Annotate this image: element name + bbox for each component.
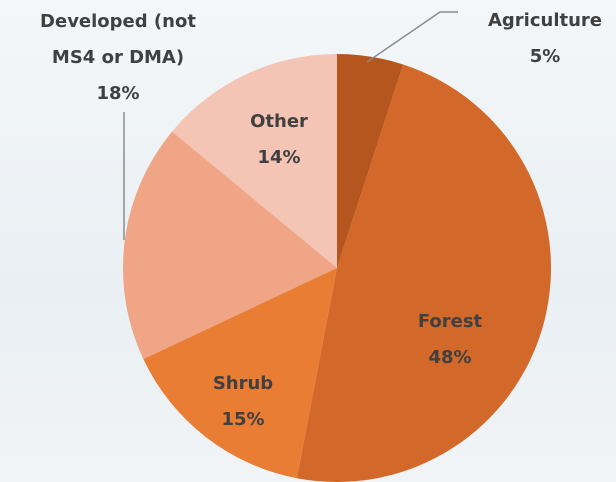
category-label: Shrub (212, 373, 274, 394)
slice-label: Other 14% (250, 104, 308, 176)
pie-slice (172, 53, 337, 268)
value-label: 18% (96, 83, 140, 104)
category-label: Forest (417, 311, 483, 332)
category-label: Developed (not MS4 or DMA) (40, 11, 196, 68)
slice-label: Forest 48% (418, 304, 482, 376)
slice-label: Developed (not MS4 or DMA) 18% (23, 4, 213, 112)
pie-slice (296, 64, 551, 482)
value-label: 5% (529, 46, 561, 67)
category-label: Other (250, 111, 308, 132)
value-label: 14% (257, 147, 301, 168)
value-label: 48% (428, 347, 472, 368)
value-label: 15% (221, 409, 265, 430)
slice-label: Shrub 15% (213, 366, 273, 438)
pie-slice (123, 131, 337, 360)
pie-slice (337, 54, 404, 268)
leader-line (366, 11, 458, 63)
slice-label: Agriculture 5% (488, 3, 602, 75)
pie-slice (143, 268, 337, 479)
category-label: Agriculture (487, 10, 603, 31)
